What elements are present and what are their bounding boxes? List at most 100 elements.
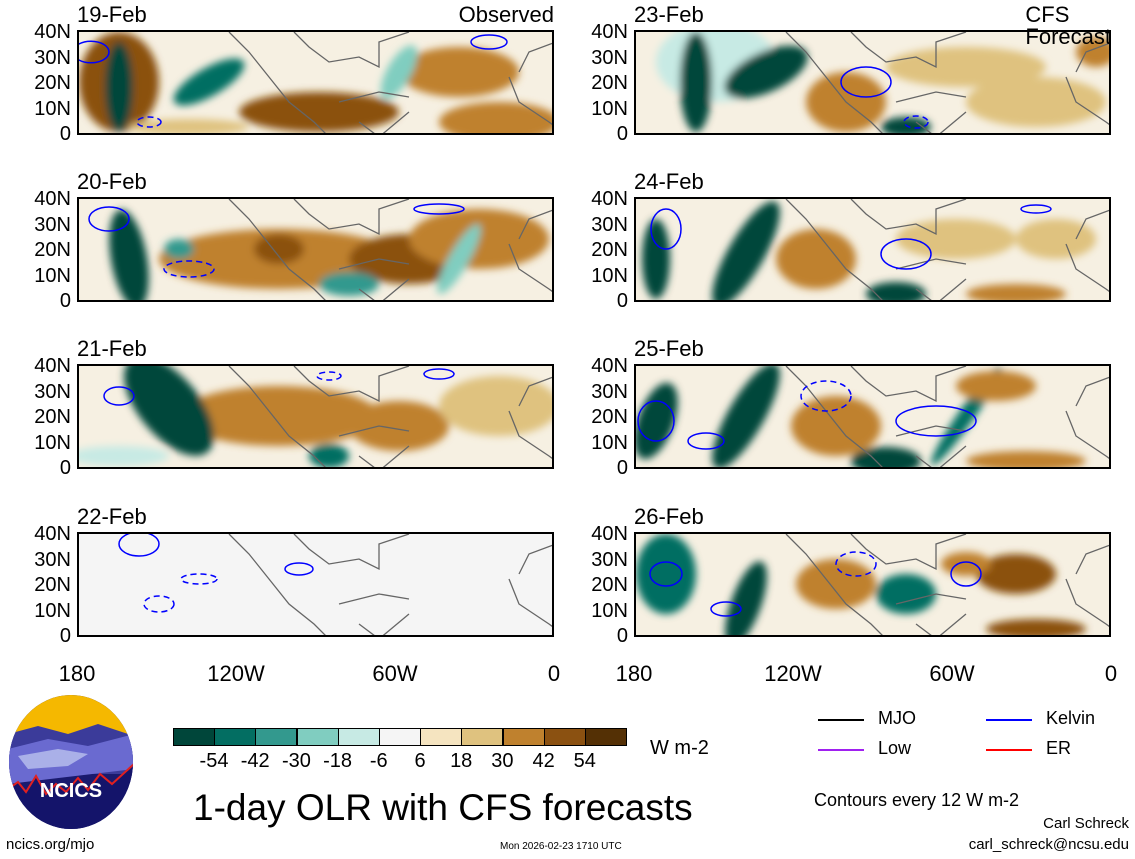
y-tick-label: 40N (591, 355, 628, 377)
y-tick-label: 40N (591, 21, 628, 43)
y-tick-label: 30N (34, 380, 71, 403)
y-tick-label: 20N (591, 574, 628, 596)
kelvin-contour (649, 561, 683, 587)
olr-anomaly-region (309, 444, 349, 467)
colorbar-label: -18 (323, 750, 353, 772)
colorbar-swatch (461, 728, 504, 746)
y-tick-label: 0 (616, 457, 628, 479)
colorbar-label: 54 (573, 750, 596, 772)
y-tick-label: 10N (591, 97, 628, 120)
olr-anomaly-region (79, 446, 169, 466)
map-panel-23-feb (634, 30, 1111, 135)
olr-anomaly-region (399, 47, 519, 97)
kelvin-contour (136, 116, 162, 128)
panel-date: 25-Feb (634, 336, 704, 361)
kelvin-contour (687, 432, 725, 450)
panel-source-label: CFS Forecast (1025, 2, 1112, 49)
coastline (228, 199, 552, 300)
colorbar-swatch (296, 728, 339, 746)
map-panel-25-feb (634, 364, 1111, 469)
y-tick-label: 20N (591, 239, 628, 261)
panel-date: 19-Feb (77, 2, 147, 27)
olr-anomaly-region (439, 376, 552, 436)
olr-anomaly-region (124, 366, 214, 456)
olr-anomaly-region (1016, 219, 1096, 259)
coastline (228, 32, 552, 133)
y-tick-label: 0 (59, 457, 71, 479)
olr-anomaly-region (986, 619, 1086, 635)
olr-anomaly-region (642, 219, 670, 299)
y-tick-label: 0 (616, 625, 628, 647)
colorbar-swatch (585, 728, 627, 746)
kelvin-contour (835, 551, 877, 577)
x-tick-label: 120W (764, 661, 822, 686)
colorbar-label: -6 (369, 750, 388, 772)
olr-anomaly-region (164, 239, 194, 259)
contour-note: Contours every 12 W m-2 (814, 790, 1020, 810)
colorbar-swatch (337, 728, 380, 746)
y-tick-label: 20N (591, 406, 628, 428)
kelvin-contour (413, 203, 465, 215)
coastline (228, 534, 552, 635)
olr-anomaly-region (725, 561, 767, 635)
olr-anomaly-region (173, 58, 245, 106)
olr-anomaly-region (319, 272, 379, 296)
legend-line-low (818, 749, 864, 751)
olr-anomaly-region (866, 282, 926, 300)
legend-line-mjo (818, 719, 864, 721)
website-link[interactable]: ncics.org/mjo (6, 836, 95, 853)
colorbar-swatch (420, 728, 463, 746)
y-tick-label: 10N (34, 97, 71, 120)
y-tick-label: 0 (59, 625, 71, 647)
olr-anomaly-region (437, 224, 481, 294)
kelvin-contour (650, 208, 682, 250)
legend-label: ER (1046, 738, 1072, 758)
map-panel-20-feb (77, 197, 554, 302)
kelvin-contour (950, 561, 982, 587)
y-tick-label: 20N (34, 72, 71, 94)
olr-anomaly-region (712, 201, 780, 300)
y-tick-label: 30N (591, 46, 628, 69)
kelvin-contour (180, 573, 218, 585)
olr-anomaly-region (976, 554, 1056, 594)
kelvin-contour (800, 380, 852, 412)
ncics-logo: NCICS (9, 695, 133, 829)
olr-anomaly-region (851, 447, 921, 467)
panel-date: 21-Feb (77, 336, 147, 361)
olr-anomaly-region (966, 284, 1066, 300)
panel-date: 23-Feb (634, 2, 704, 27)
y-tick-label: 40N (591, 523, 628, 545)
author-email[interactable]: carl_schreck@ncsu.edu (968, 836, 1129, 853)
y-tick-label: 10N (591, 264, 628, 287)
olr-anomaly-region (380, 45, 418, 99)
y-tick-label: 0 (59, 290, 71, 312)
olr-anomaly-region (712, 366, 780, 467)
map-panel-21-feb (77, 364, 554, 469)
colorbar-label: -42 (240, 750, 270, 772)
olr-anomaly-region (636, 382, 678, 460)
panel-date: 22-Feb (77, 504, 147, 529)
kelvin-contour (903, 115, 929, 129)
map-panel-24-feb (634, 197, 1111, 302)
y-tick-label: 30N (591, 380, 628, 403)
olr-anomaly-region (966, 451, 1086, 467)
legend-line-kelvin (986, 719, 1032, 721)
kelvin-contour (88, 206, 130, 232)
kelvin-contour (1020, 204, 1052, 214)
y-tick-label: 40N (591, 188, 628, 210)
colorbar-swatch (173, 728, 215, 746)
legend-label: Kelvin (1046, 708, 1096, 728)
olr-anomaly-region (886, 47, 1046, 87)
olr-anomaly-region (941, 552, 991, 576)
x-tick-label: 180 (615, 661, 653, 686)
olr-anomaly-region (439, 102, 552, 133)
y-tick-label: 30N (591, 213, 628, 236)
panel-date: 26-Feb (634, 504, 704, 529)
colorbar-swatch (255, 728, 298, 746)
kelvin-contour (710, 601, 742, 617)
olr-anomaly-region (776, 229, 856, 289)
olr-anomaly-region (129, 119, 249, 133)
y-tick-label: 0 (59, 123, 71, 145)
figure-title: 1-day OLR with CFS forecasts (193, 787, 693, 828)
x-tick-label: 0 (547, 661, 561, 686)
